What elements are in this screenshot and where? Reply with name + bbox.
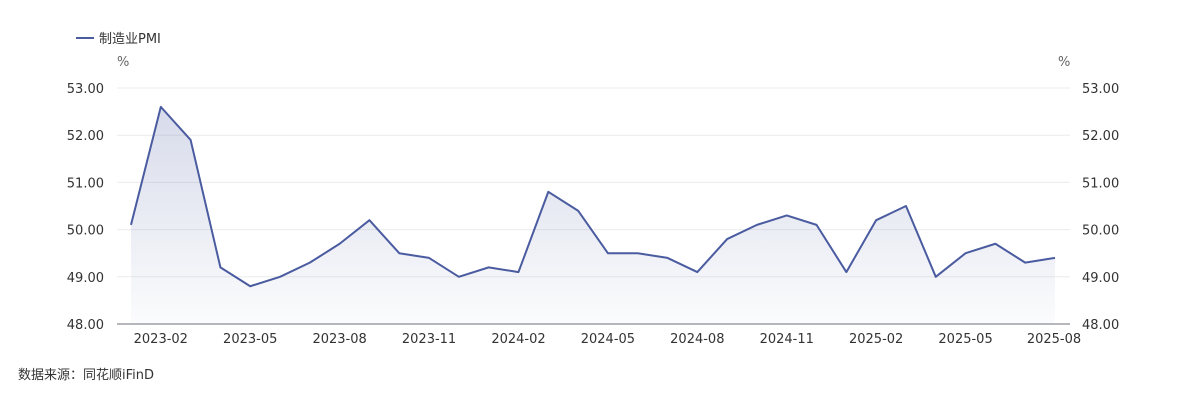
series-area xyxy=(131,106,1055,324)
y-tick-label-left: 50.00 xyxy=(67,224,104,239)
y-tick-label-right: 51.00 xyxy=(1082,176,1119,191)
series-line xyxy=(130,105,1056,288)
y-axis-left: 48.00 49.00 50.00 51.00 52.00 53.00 xyxy=(67,82,104,333)
x-tick-label: 2025-02 xyxy=(849,332,903,347)
y-tick-label-right: 48.00 xyxy=(1082,318,1119,333)
y-tick-label-right: 50.00 xyxy=(1082,224,1119,239)
y-tick-label-right: 52.00 xyxy=(1082,129,1119,144)
y-tick-label-right: 49.00 xyxy=(1082,271,1119,286)
x-tick-label: 2023-05 xyxy=(223,332,277,347)
y-tick-label-left: 52.00 xyxy=(67,129,104,144)
y-unit-left: % xyxy=(117,55,129,70)
x-tick-label: 2025-08 xyxy=(1027,332,1081,347)
x-tick-label: 2025-05 xyxy=(938,332,992,347)
x-tick-label: 2024-05 xyxy=(581,332,635,347)
legend-label: 制造业PMI xyxy=(99,32,161,47)
grid-lines xyxy=(117,87,1070,278)
legend[interactable]: 制造业PMI xyxy=(76,32,161,47)
x-axis: 2023-02 2023-05 2023-08 2023-11 2024-02 2024-… xyxy=(134,332,1082,347)
data-source-note: 数据来源：同花顺iFinD xyxy=(18,368,155,383)
x-tick-label: 2023-02 xyxy=(134,332,188,347)
y-tick-label-left: 51.00 xyxy=(67,176,104,191)
x-tick-label: 2023-11 xyxy=(402,332,456,347)
y-tick-label-left: 49.00 xyxy=(67,271,104,286)
x-tick-label: 2024-11 xyxy=(760,332,814,347)
y-tick-label-left: 48.00 xyxy=(67,318,104,333)
x-tick-label: 2024-02 xyxy=(491,332,545,347)
y-tick-label-left: 53.00 xyxy=(67,82,104,97)
y-axis-right: 48.00 49.00 50.00 51.00 52.00 53.00 xyxy=(1082,82,1119,333)
y-tick-label-right: 53.00 xyxy=(1082,82,1119,97)
x-tick-label: 2023-08 xyxy=(312,332,366,347)
x-tick-label: 2024-08 xyxy=(670,332,724,347)
y-unit-right: % xyxy=(1058,55,1070,70)
